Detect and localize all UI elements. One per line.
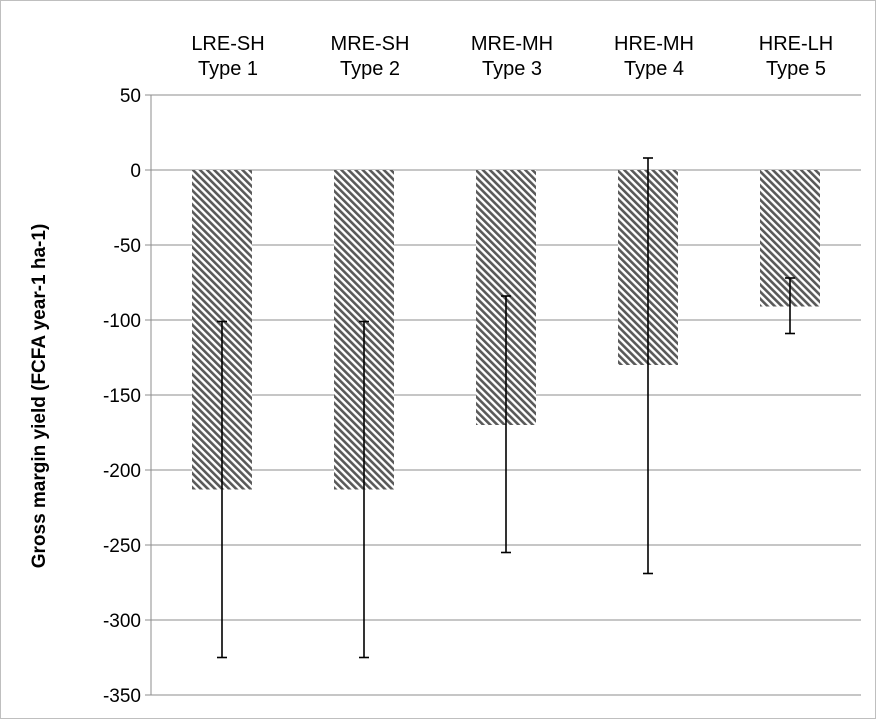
error-bar-1 (217, 320, 227, 659)
category-label-line1: HRE-LH (759, 33, 833, 55)
error-bar-2 (359, 320, 369, 659)
category-label-1: LRE-SH Type 1 (191, 33, 264, 80)
category-label-2: MRE-SH Type 2 (331, 33, 410, 80)
category-label-line2: Type 1 (198, 58, 258, 80)
y-tick-label-2: -50 (114, 236, 141, 257)
y-tick-label-8: -350 (103, 686, 141, 707)
y-tick-label-5: -200 (103, 461, 141, 482)
error-bar-5 (785, 277, 795, 335)
category-label-line1: MRE-MH (471, 33, 553, 55)
category-label-5: HRE-LH Type 5 (759, 33, 833, 80)
category-label-line1: MRE-SH (331, 33, 410, 55)
category-label-line2: Type 2 (340, 58, 400, 80)
y-tick-label-7: -300 (103, 611, 141, 632)
category-label-line2: Type 5 (766, 58, 826, 80)
y-tick-label-6: -250 (103, 536, 141, 557)
bars (192, 170, 820, 490)
category-label-line2: Type 4 (624, 58, 684, 80)
category-label-4: HRE-MH Type 4 (614, 33, 694, 80)
y-tick-label-3: -100 (103, 311, 141, 332)
error-bars (217, 157, 795, 659)
y-axis-label: Gross margin yield (FCFA year-1 ha-1) (29, 224, 50, 569)
y-tick-label-1: 0 (130, 161, 141, 182)
category-labels: LRE-SH Type 1 MRE-SH Type 2 MRE-MH Type 3 HRE-… (191, 33, 833, 80)
error-bar-4 (643, 157, 653, 575)
category-label-line1: LRE-SH (191, 33, 264, 55)
category-label-line2: Type 3 (482, 58, 542, 80)
y-tick-label-0: 50 (120, 86, 141, 107)
category-label-3: MRE-MH Type 3 (471, 33, 553, 80)
category-label-line1: HRE-MH (614, 33, 694, 55)
y-tick-label-4: -150 (103, 386, 141, 407)
error-bar-3 (501, 295, 511, 554)
y-tick-labels: 50 0 -50 -100 -150 -200 -250 -300 -350 (103, 86, 141, 707)
axes (145, 94, 152, 696)
